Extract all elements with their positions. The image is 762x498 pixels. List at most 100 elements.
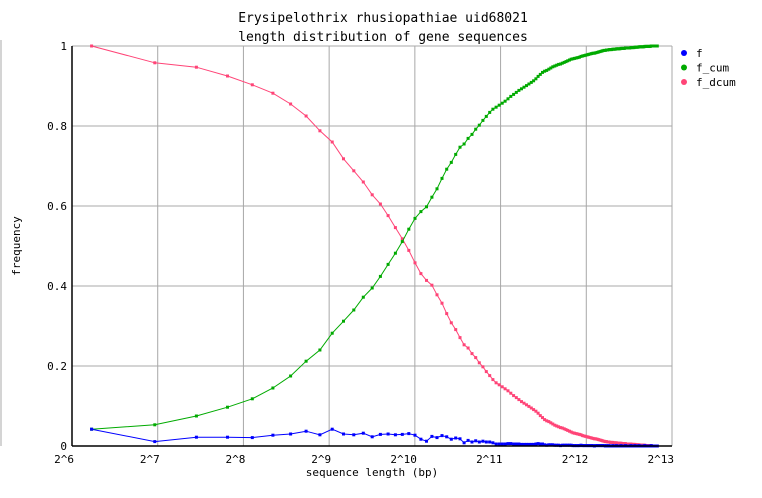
data-point-f_dcum [549,421,553,425]
data-point-f_cum [571,57,575,61]
data-point-f_cum [509,94,513,98]
data-point-f [500,442,504,446]
data-point-f_dcum [545,419,549,423]
x-tick-label: 2^11 [476,453,503,466]
data-point-f_cum [582,54,586,58]
data-point-f [560,443,564,447]
data-point-f [226,435,229,439]
data-point-f_cum [407,227,411,231]
data-point-f_cum [449,160,453,164]
data-point-f_dcum [484,370,488,374]
legend-label: f [696,47,703,60]
data-point-f_dcum [454,328,458,332]
data-point-f [553,443,557,447]
data-point-f_dcum [514,396,518,400]
legend-label: f_dcum [696,76,736,89]
data-point-f_dcum [435,293,439,297]
data-point-f_cum [512,92,516,96]
data-point-f_cum [458,145,462,149]
data-point-f_cum [557,62,561,66]
data-point-f_cum [517,88,521,92]
legend-item-f_dcum: f_dcum [681,76,736,89]
grid [72,45,673,446]
data-point-f_cum [520,87,523,91]
data-point-f [194,435,198,439]
data-point-f_cum [393,251,397,255]
data-point-f_cum [330,331,334,335]
y-tick-label: 0.2 [47,360,67,373]
data-point-f_dcum [153,61,157,65]
data-point-f_dcum [481,365,485,369]
data-point-f [506,442,510,446]
data-point-f_dcum [470,352,474,356]
data-point-f_dcum [551,422,555,426]
data-point-f_dcum [527,404,531,408]
data-point-f [491,441,495,445]
data-point-f_cum [462,142,466,146]
data-point-f_cum [481,118,485,122]
data-point-f_dcum [555,424,559,428]
data-point-f [330,427,334,431]
data-point-f [449,437,453,441]
data-point-f [386,432,390,436]
data-point-f_dcum [517,398,521,402]
data-point-f_dcum [458,336,462,340]
x-tick-label: 2^7 [140,453,160,466]
y-tick-label: 1 [60,40,67,53]
data-point-f_cum [477,123,481,127]
y-tick-label: 0 [60,440,67,453]
data-point-f [318,433,322,437]
data-point-f_cum [541,70,544,74]
data-point-f_dcum [534,409,538,413]
data-point-f_dcum [449,321,453,325]
data-point-f_dcum [440,301,444,305]
data-point-f_dcum [579,433,583,437]
data-point-f_dcum [560,426,564,430]
data-point-f_cum [470,132,474,136]
data-point-f_dcum [462,343,466,347]
data-point-f [407,432,411,436]
data-point-f [484,440,488,444]
data-point-f_cum [400,240,404,244]
data-point-f_cum [430,195,434,199]
data-point-f_dcum [559,426,562,430]
data-point-f [462,441,466,445]
y-tick-label: 0.4 [47,280,67,293]
data-point-f_dcum [503,387,507,391]
data-point-f [400,432,404,436]
legend-item-f_cum: f_cum [681,62,729,75]
data-point-f_cum [153,423,157,427]
data-point-f_dcum [576,432,580,436]
data-point-f [474,439,478,443]
data-point-f_cum [562,60,566,64]
data-point-f_cum [529,80,533,84]
data-point-f_dcum [543,418,547,422]
data-point-f_cum [543,69,547,73]
data-point-f_dcum [413,261,417,265]
data-point-f_dcum [386,214,390,218]
data-point-f_dcum [577,432,581,436]
data-point-f [566,443,570,447]
data-point-f_cum [655,44,659,48]
data-point-f_dcum [477,361,481,365]
data-point-f_dcum [532,408,536,412]
data-point-f_cum [488,110,492,114]
data-point-f [525,442,528,446]
data-point-f_cum [440,176,444,180]
data-point-f_dcum [425,278,428,282]
data-point-f_cum [370,286,374,290]
data-point-f_cum [536,74,540,78]
data-point-f_dcum [568,429,571,433]
y-tick-label: 0.8 [47,120,67,133]
data-point-f [545,443,549,447]
data-point-f [361,431,365,435]
data-point-f_cum [425,205,428,209]
data-point-f [522,442,526,446]
data-point-f [153,440,157,444]
data-point-f_cum [466,136,470,140]
data-point-f_cum [525,84,528,88]
data-point-f [569,443,573,447]
data-point-f [536,442,540,446]
x-tick-label: 2^13 [648,453,675,466]
